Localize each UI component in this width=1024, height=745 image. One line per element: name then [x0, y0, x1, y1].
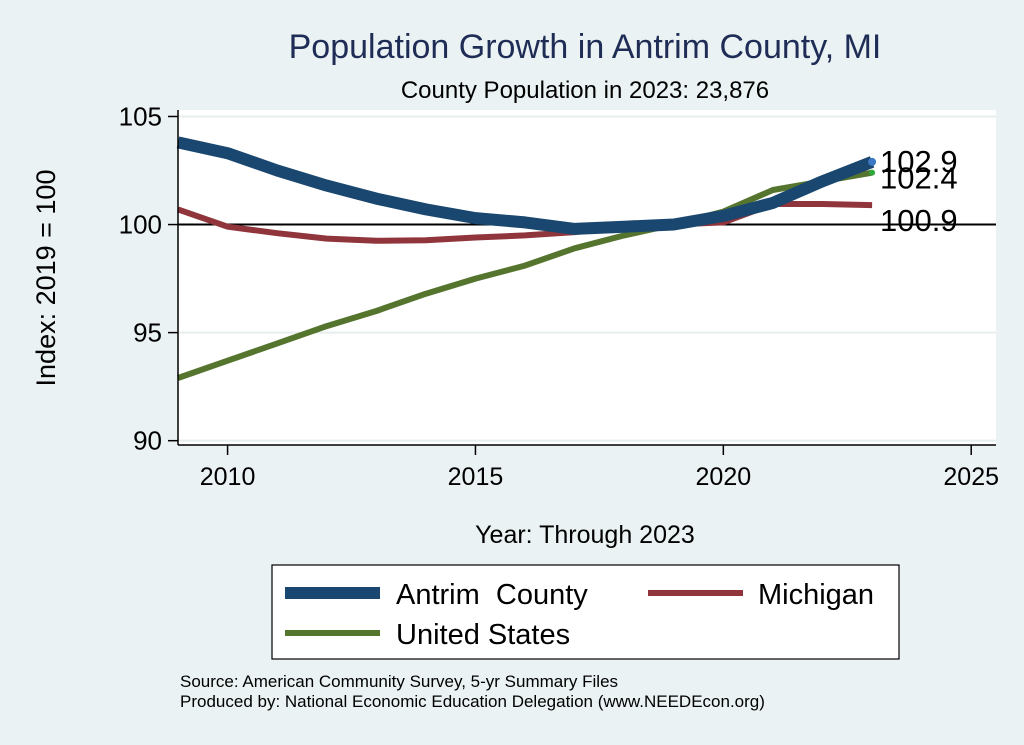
legend-label-michigan: Michigan [758, 579, 874, 611]
legend-box [271, 564, 900, 660]
legend-label-antrim: Antrim County [396, 579, 588, 611]
y-tick-label: 95 [133, 318, 162, 348]
x-tick-label: 2010 [200, 463, 256, 491]
series-line-0 [176, 136, 875, 235]
y-axis-title: Index: 2019 = 100 [31, 170, 61, 387]
series-layer [176, 136, 877, 381]
y-tick-label: 105 [119, 101, 162, 131]
series-line-2 [177, 169, 873, 381]
legend: Antrim County Michigan United States [271, 564, 900, 660]
producer-note: Produced by: National Economic Education… [180, 692, 765, 711]
x-tick-label: 2020 [696, 463, 752, 491]
series-end-point-0 [868, 157, 877, 166]
x-tick-label: 2025 [943, 463, 999, 491]
end-label-1: 100.9 [880, 203, 958, 238]
x-axis-ticks: 2010 2015 2020 2025 [200, 445, 999, 491]
chart-title: Population Growth in Antrim County, MI [289, 28, 882, 66]
y-tick-label: 100 [119, 210, 162, 240]
end-label-0: 102.9 [880, 144, 958, 179]
series-end-point-2 [869, 169, 876, 176]
y-tick-label: 90 [133, 426, 162, 456]
legend-label-united-states: United States [396, 619, 570, 651]
end-label-2: 102.4 [880, 161, 958, 196]
chart-subtitle: County Population in 2023: 23,876 [401, 77, 769, 104]
y-axis-ticks: 90 95 100 105 [119, 101, 178, 456]
end-labels: 102.9 100.9 102.4 [880, 144, 958, 238]
x-tick-label: 2015 [448, 463, 504, 491]
footer: Source: American Community Survey, 5-yr … [180, 672, 765, 712]
source-note: Source: American Community Survey, 5-yr … [180, 672, 619, 691]
x-axis-title: Year: Through 2023 [475, 521, 695, 549]
